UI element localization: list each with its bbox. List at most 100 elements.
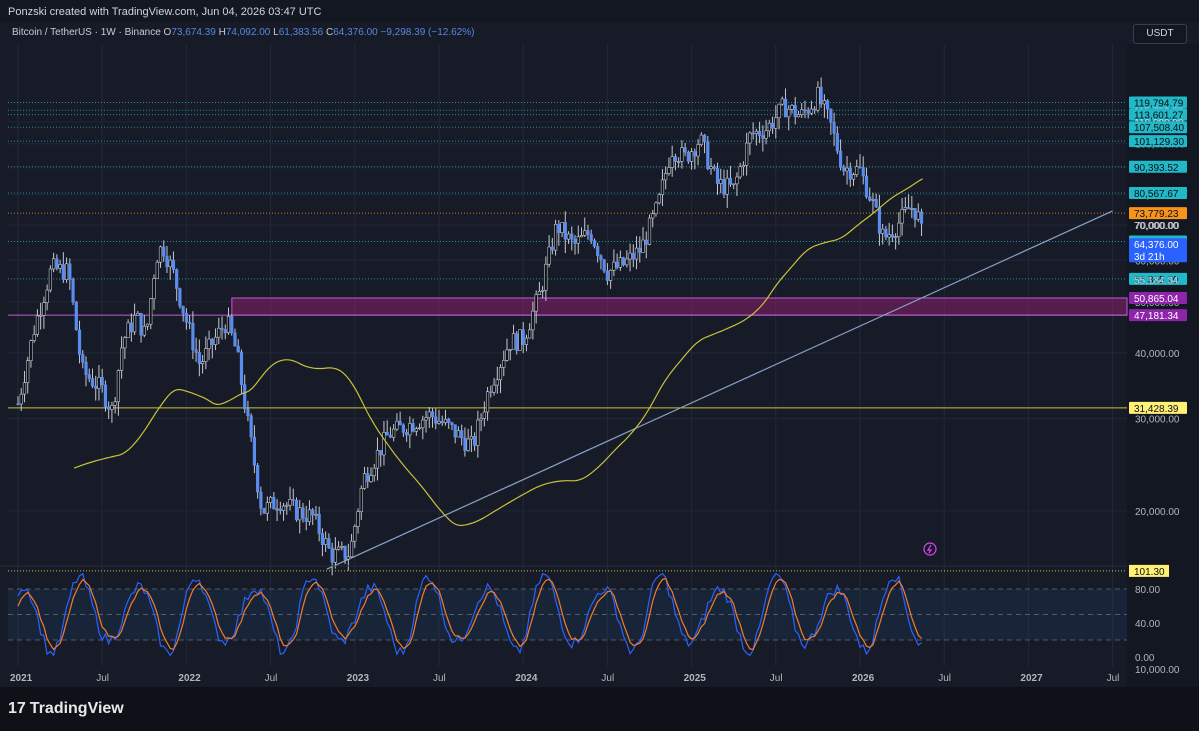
candle-body [673, 156, 678, 162]
candle-body [343, 545, 347, 560]
candle-body [871, 199, 875, 201]
candle-body [301, 507, 305, 519]
x-tick-label: 2025 [684, 673, 707, 684]
candle-body [447, 418, 451, 423]
candle-body [113, 401, 117, 406]
price-tag-bg [1129, 292, 1187, 305]
candle-body [485, 391, 490, 413]
candle-body [576, 236, 580, 244]
candle-body [456, 430, 461, 438]
candle-body [482, 411, 486, 419]
candle-body [181, 305, 185, 314]
alert-icon [923, 542, 937, 556]
candle-body [489, 391, 493, 393]
candle-body [900, 209, 904, 224]
candle-body [693, 151, 697, 157]
candle-body [217, 327, 221, 338]
candle-body [644, 239, 648, 245]
price-tag-bg [1129, 187, 1187, 200]
candle-body [563, 222, 567, 240]
candle-body [324, 538, 328, 545]
symbol-legend: Bitcoin / TetherUS · 1W · Binance O73,67… [12, 27, 474, 38]
candle-body [702, 134, 707, 142]
candle-body [884, 228, 888, 238]
candle-body [353, 526, 357, 542]
candle-body [502, 360, 506, 368]
change-value: −9,298.39 (−12.62%) [380, 27, 475, 38]
candle-body [356, 511, 360, 527]
candle-body [570, 233, 574, 240]
candle-body [544, 263, 548, 291]
candle-body [311, 509, 315, 516]
candle-body [191, 322, 195, 351]
currency-button[interactable]: USDT [1133, 24, 1187, 44]
tradingview-logo[interactable]: 17 TradingView [8, 700, 124, 718]
y-tick-label: 20,000.00 [1135, 507, 1180, 518]
candle-body [39, 315, 43, 317]
candle-body [670, 156, 674, 168]
candle-body [314, 513, 318, 516]
stoch-value-tag-bg [1129, 564, 1169, 577]
candle-body [822, 100, 826, 105]
candle-body [252, 436, 257, 466]
candle-body [45, 289, 49, 303]
candle-body [677, 161, 681, 163]
candle-body [758, 130, 762, 136]
candle-body [417, 427, 422, 430]
price-tag-label: 107,508.40 [1134, 123, 1184, 134]
candle-body [175, 269, 179, 289]
candle-body [132, 314, 137, 333]
price-axis[interactable] [1127, 44, 1199, 687]
candle-body [845, 167, 849, 172]
candle-body [803, 109, 807, 112]
candle-body [330, 547, 334, 563]
candle-body [696, 144, 700, 157]
candle-body [809, 108, 814, 114]
candle-body [832, 122, 836, 134]
low-value: 61,383.56 [278, 27, 324, 38]
candle-body [382, 432, 386, 456]
high-value: 74,092.00 [225, 27, 271, 38]
candle-body [213, 336, 218, 345]
candle-body [61, 264, 65, 280]
candle-body [919, 211, 924, 224]
candle-body [265, 502, 269, 514]
candle-body [19, 393, 23, 405]
price-tag-label: 55,305.20 [1134, 275, 1179, 286]
candle-body [596, 246, 600, 257]
price-tag-label: 31,428.39 [1134, 404, 1179, 415]
candle-body [414, 428, 418, 432]
candle-body [612, 261, 616, 271]
candle-body [278, 508, 282, 511]
candle-body [524, 337, 529, 345]
price-tag-bg [1129, 121, 1187, 134]
x-tick-label: Jul [601, 673, 614, 684]
candle-body [864, 175, 869, 198]
candle-body [806, 110, 810, 114]
candle-body [440, 420, 444, 424]
stoch-y-tick-label: 0.00 [1135, 653, 1155, 664]
candle-body [337, 546, 341, 550]
candle-body [495, 379, 499, 386]
candle-body [233, 332, 237, 347]
candle-body [916, 211, 920, 220]
candle-body [816, 86, 820, 111]
candle-body [647, 217, 652, 245]
candle-body [64, 263, 69, 280]
candle-body [366, 473, 370, 482]
candle-body [725, 177, 729, 195]
candle-body [223, 329, 227, 334]
candle-body [236, 345, 240, 353]
x-tick-label: 2027 [1020, 673, 1043, 684]
candle-body [120, 347, 124, 371]
candle-body [528, 329, 532, 339]
candle-body [197, 352, 201, 365]
candle-body [476, 419, 480, 446]
candle-body [246, 408, 250, 417]
candle-body [732, 183, 736, 186]
candle-body [706, 141, 710, 170]
price-tag-bg [1129, 401, 1187, 414]
candle-body [204, 348, 208, 362]
candle-body [534, 294, 538, 312]
